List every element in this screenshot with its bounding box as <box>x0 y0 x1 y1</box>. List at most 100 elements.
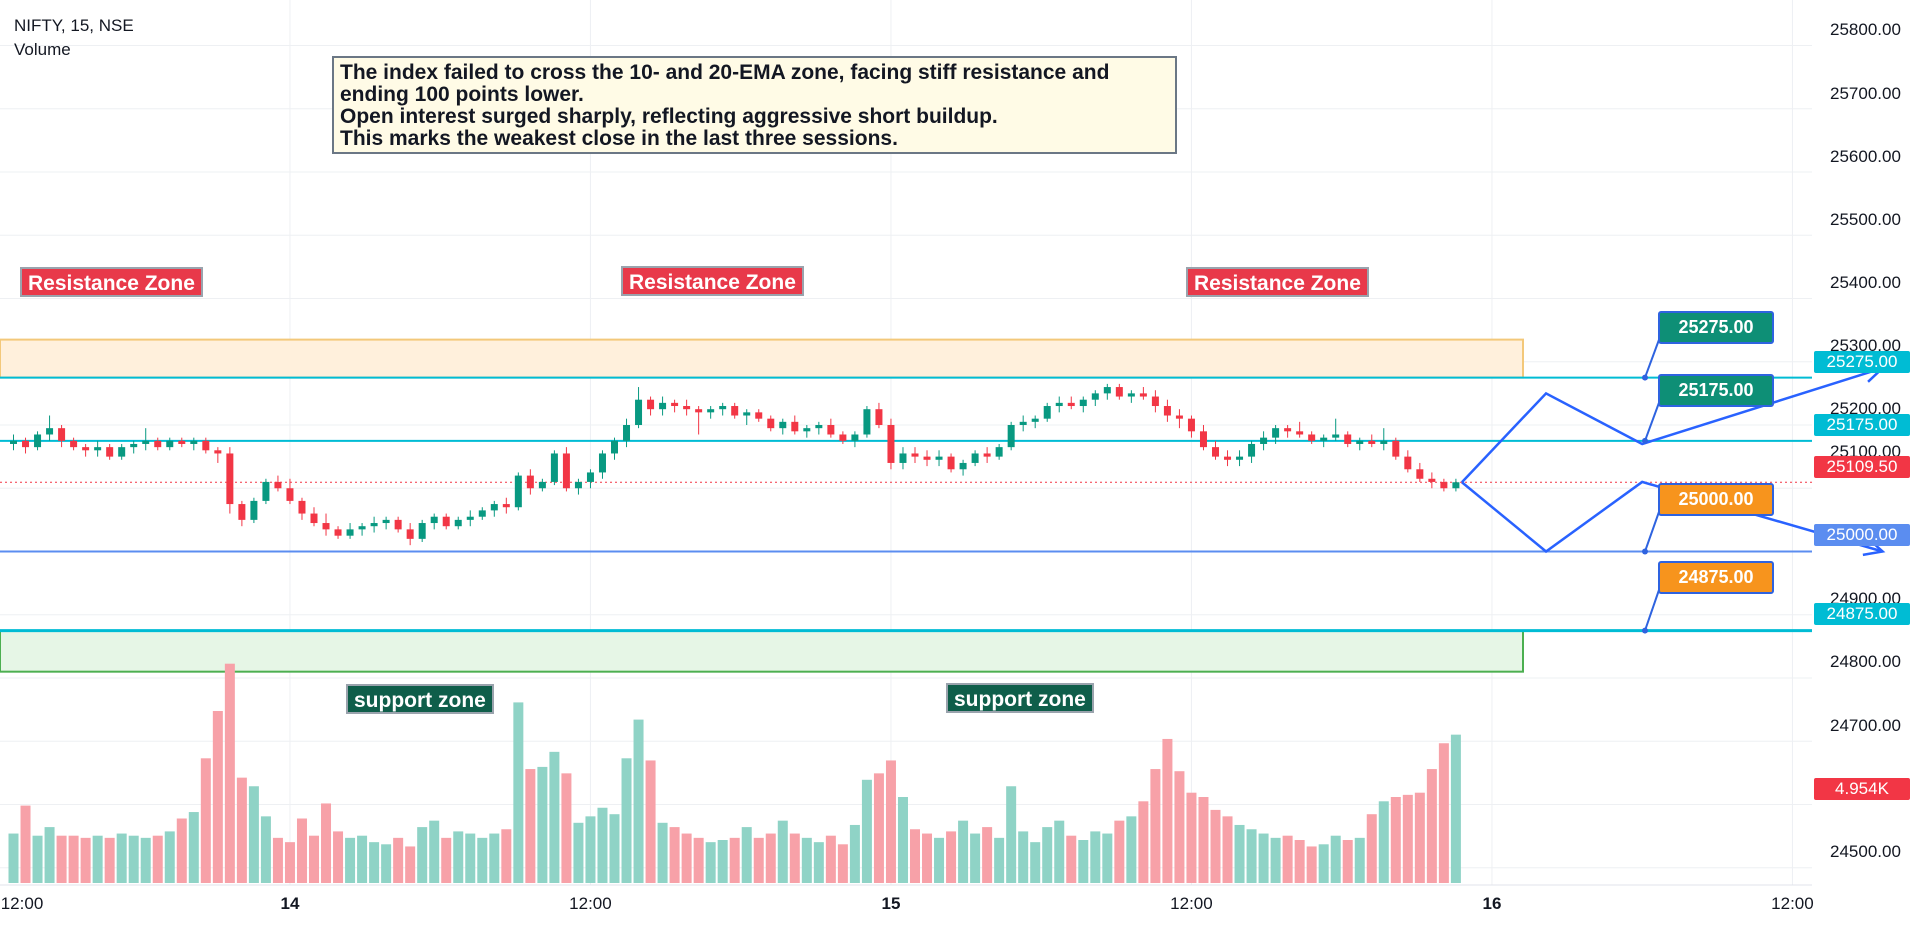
candle-body <box>1452 482 1460 489</box>
volume-bar <box>1090 831 1101 883</box>
candle-body <box>755 412 763 419</box>
volume-legend[interactable]: Volume <box>14 40 71 59</box>
level-callout-24875[interactable]: 24875.00 <box>1658 561 1774 594</box>
candle-body <box>1296 431 1304 435</box>
time-tick-label: 12:00 <box>0 894 44 913</box>
candle-body <box>767 418 775 429</box>
volume-bar <box>549 751 560 883</box>
y-tick-label: 25400.00 <box>1830 273 1901 292</box>
time-tick-label: 16 <box>1482 894 1502 913</box>
volume-bar <box>561 773 572 883</box>
candle-body <box>562 453 570 489</box>
volume-bar <box>897 797 908 883</box>
volume-bar <box>645 760 656 883</box>
support-zone-label[interactable]: support zone <box>346 684 494 714</box>
candle-body <box>154 440 162 448</box>
candle-body <box>442 516 450 527</box>
volume-bar <box>801 837 812 883</box>
volume-bar <box>1450 734 1461 883</box>
candle-body <box>707 409 715 413</box>
candle-body <box>394 519 402 530</box>
callout-pointer <box>1644 336 1661 378</box>
volume-bar <box>1066 835 1077 883</box>
volume-bar <box>441 837 452 883</box>
volume-bar <box>80 837 91 883</box>
support-zone-label[interactable]: support zone <box>946 683 1094 713</box>
callout-anchor <box>1642 627 1648 634</box>
candle-body <box>947 456 955 470</box>
volume-bar <box>1414 792 1425 883</box>
resistance-zone-label[interactable]: Resistance Zone <box>1186 267 1369 297</box>
volume-bar <box>1102 833 1113 883</box>
note-line: This marks the weakest close in the last… <box>340 127 898 150</box>
candle-body <box>959 462 967 470</box>
resistance-zone-label[interactable]: Resistance Zone <box>621 266 804 296</box>
volume-bar <box>633 719 644 883</box>
volume-bar <box>272 837 283 883</box>
candle-body <box>1139 393 1147 397</box>
volume-bar <box>1078 840 1089 883</box>
volume-bar <box>405 846 416 883</box>
candle-body <box>418 523 426 539</box>
price-tag-25000: 25000.00 <box>1814 524 1910 546</box>
volume-bar <box>669 827 680 883</box>
volume-bar <box>1378 801 1389 883</box>
candle-body <box>779 421 787 429</box>
volume-bar <box>1174 771 1185 883</box>
candle-body <box>166 440 174 448</box>
time-tick-label: 12:00 <box>569 894 612 913</box>
time-tick-label: 12:00 <box>1771 894 1814 913</box>
volume-bar <box>1126 816 1137 883</box>
volume-bar <box>1438 743 1449 883</box>
candle-body <box>1416 469 1424 479</box>
price-tag-25275: 25275.00 <box>1814 351 1910 373</box>
candle-body <box>10 440 17 444</box>
level-callout-25000[interactable]: 25000.00 <box>1658 483 1774 516</box>
candle-body <box>70 440 78 448</box>
candle-body <box>346 529 354 536</box>
candle-body <box>635 399 643 425</box>
volume-bar <box>164 831 175 883</box>
candle-body <box>202 440 210 451</box>
candle-body <box>58 428 66 441</box>
candle-body <box>1320 437 1328 441</box>
volume-bar <box>537 766 548 883</box>
volume-bar <box>152 835 163 883</box>
volume-bar <box>32 835 43 883</box>
volume-bar <box>453 831 464 883</box>
candle-body <box>298 500 306 514</box>
candle-body <box>430 516 438 524</box>
level-callout-25175[interactable]: 25175.00 <box>1658 374 1774 407</box>
time-tick-label: 14 <box>280 894 300 913</box>
candle-body <box>490 504 498 511</box>
candle-body <box>647 399 655 410</box>
volume-bar <box>885 760 896 883</box>
volume-bar <box>1246 829 1257 883</box>
candle-body <box>695 409 703 413</box>
y-tick-label: 24700.00 <box>1830 716 1901 735</box>
resistance-zone-label[interactable]: Resistance Zone <box>20 267 203 297</box>
candle-body <box>683 406 691 410</box>
level-callout-25275[interactable]: 25275.00 <box>1658 311 1774 344</box>
volume-bar <box>1306 846 1317 883</box>
candle-body <box>526 475 534 489</box>
candle-body <box>1019 421 1027 425</box>
candle-body <box>406 529 414 539</box>
volume-bar <box>1186 792 1197 883</box>
volume-bar <box>861 779 872 883</box>
candle-body <box>250 500 258 520</box>
symbol-legend[interactable]: NIFTY, 15, NSE <box>14 16 134 35</box>
callout-pointer <box>1644 508 1661 552</box>
candle-body <box>1260 437 1268 444</box>
volume-bar <box>910 829 920 883</box>
candle-body <box>1031 418 1039 422</box>
volume-bar <box>296 818 307 883</box>
candle-body <box>1043 406 1051 419</box>
volume-bar <box>465 833 476 883</box>
candle-body <box>743 412 751 416</box>
volume-bar <box>1138 801 1149 883</box>
volume-bar <box>1426 769 1437 883</box>
annotation-note[interactable]: The index failed to cross the 10- and 20… <box>332 56 1177 154</box>
last-volume-tag: 4.954K <box>1814 778 1910 800</box>
